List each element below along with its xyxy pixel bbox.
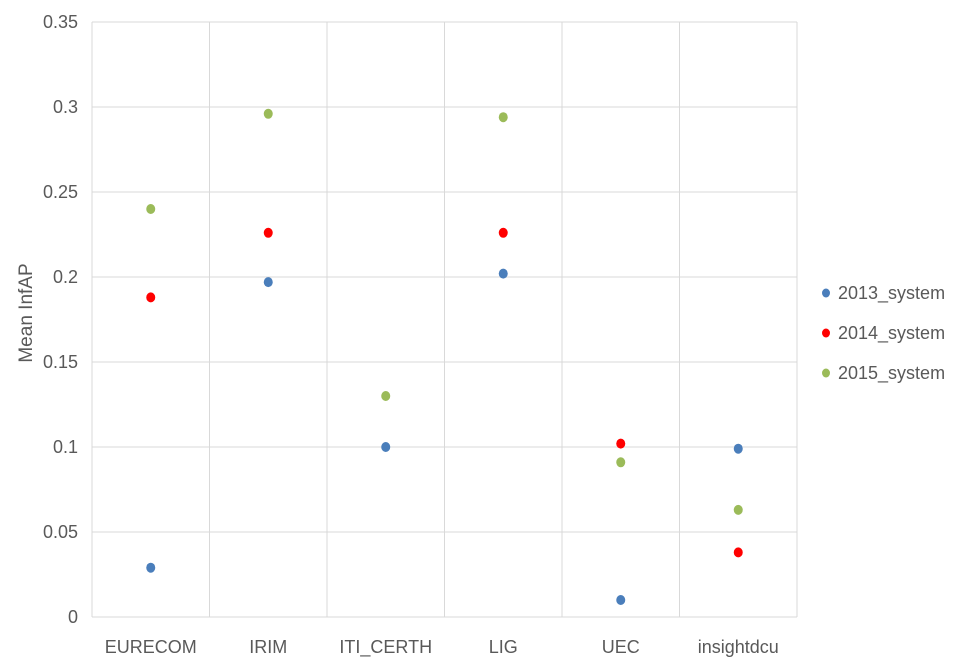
y-tick-label: 0.15	[43, 352, 78, 372]
data-point-2015_system	[381, 391, 391, 401]
data-point-2013_system	[733, 443, 743, 454]
x-tick-label: UEC	[602, 637, 640, 657]
y-tick-label: 0.1	[53, 437, 78, 457]
x-tick-label: insightdcu	[698, 637, 779, 657]
data-point-2015_system	[733, 504, 743, 515]
data-point-2014_system	[263, 227, 273, 238]
data-point-2015_system	[498, 112, 508, 123]
legend: 2013_system 2014_system 2015_system	[822, 283, 945, 384]
legend-label: 2014_system	[838, 323, 945, 344]
x-axis-tick-labels: EURECOM IRIM ITI_CERTH LIG UEC insightdcu	[105, 637, 779, 658]
data-point-2013_system	[498, 268, 508, 279]
legend-label: 2015_system	[838, 363, 945, 384]
data-point-2014_system	[146, 292, 156, 303]
legend-marker	[822, 288, 830, 298]
grid	[91, 21, 798, 618]
y-tick-label: 0.35	[43, 12, 78, 32]
y-tick-label: 0.05	[43, 522, 78, 542]
data-point-2013_system	[616, 595, 626, 605]
data-point-2015_system	[616, 457, 626, 468]
data-point-2013_system	[263, 277, 273, 288]
data-point-2013_system	[146, 562, 156, 573]
y-tick-label: 0.25	[43, 182, 78, 202]
x-tick-label: EURECOM	[105, 637, 197, 657]
x-tick-label: ITI_CERTH	[339, 637, 432, 658]
x-tick-label: LIG	[489, 637, 518, 657]
data-point-2014_system	[733, 547, 743, 558]
data-point-2013_system	[381, 442, 391, 452]
x-tick-label: IRIM	[249, 637, 287, 657]
y-tick-label: 0.2	[53, 267, 78, 287]
data-point-2015_system	[263, 108, 273, 119]
y-axis-tick-labels: 0 0.05 0.1 0.15 0.2 0.25 0.3 0.35	[43, 12, 78, 627]
data-points	[146, 108, 743, 605]
y-tick-label: 0	[68, 607, 78, 627]
y-axis-label: Mean InfAP	[16, 263, 37, 362]
data-point-2014_system	[616, 438, 626, 449]
data-point-2015_system	[146, 204, 156, 214]
legend-label: 2013_system	[838, 283, 945, 304]
data-point-2014_system	[498, 227, 508, 238]
legend-marker	[822, 368, 830, 378]
legend-marker	[822, 328, 830, 338]
y-tick-label: 0.3	[53, 97, 78, 117]
